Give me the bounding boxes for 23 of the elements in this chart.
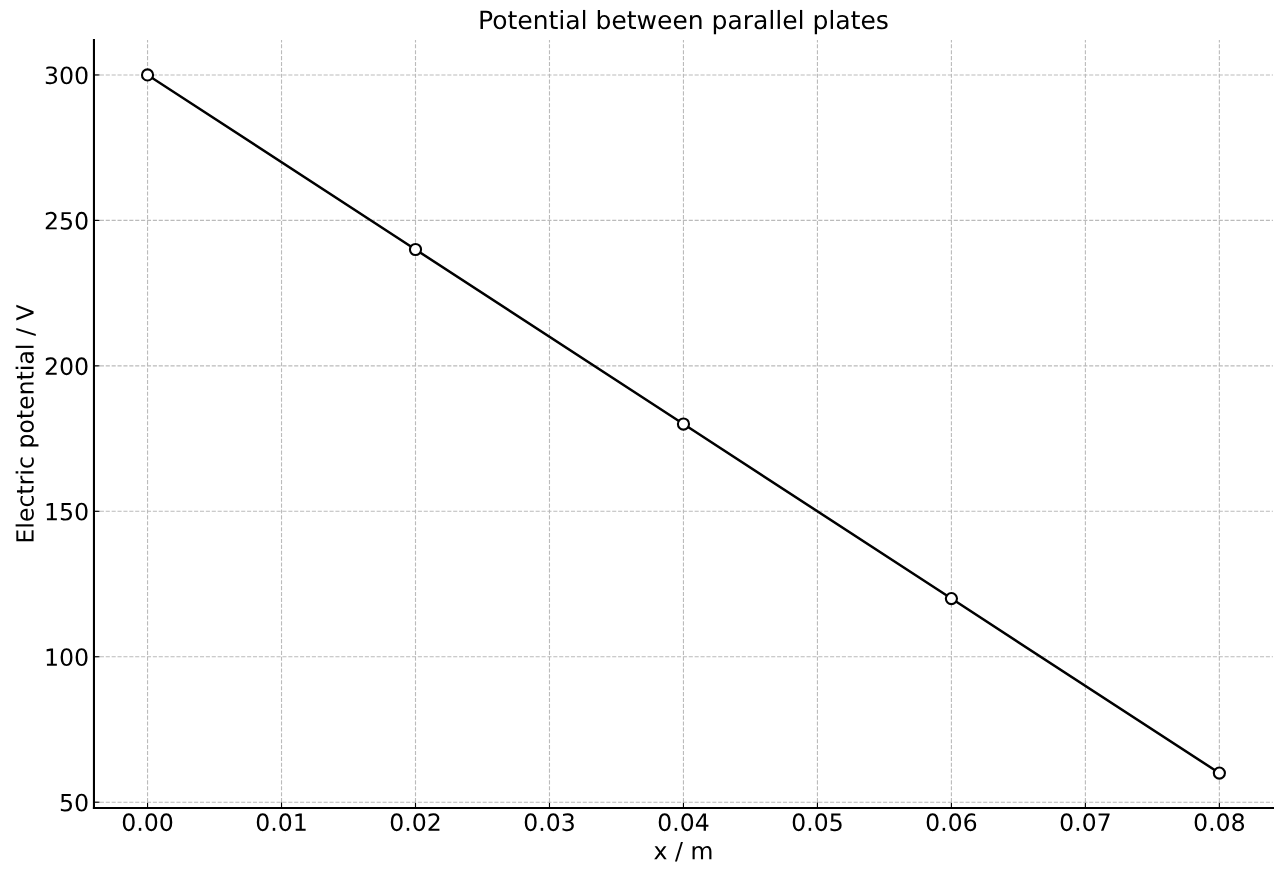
y-tick-label: 250 — [45, 211, 88, 230]
x-tick-label: 0.01 — [256, 813, 306, 832]
x-tick-label: 0.03 — [524, 813, 574, 832]
y-tick-label: 200 — [45, 357, 88, 376]
x-tick-label: 0.02 — [390, 813, 440, 832]
y-tick-label: 100 — [46, 648, 88, 667]
point — [676, 417, 691, 431]
y-axis-title: Electric potential / V — [15, 304, 39, 542]
chart-title: Potential between parallel plates — [480, 9, 888, 35]
y-tick-label: 50 — [60, 793, 88, 812]
y-tick-label: 150 — [46, 502, 88, 521]
x-tick-label: 0.08 — [1194, 813, 1245, 832]
point — [1212, 766, 1226, 780]
y-tick-label: 300 — [45, 66, 88, 85]
x-axis-title: x / m — [654, 842, 712, 862]
x-tick-label: 0.06 — [926, 813, 977, 832]
x-tick-label: 0.04 — [658, 813, 709, 832]
point — [944, 591, 959, 606]
x-tick-label: 0.00 — [122, 813, 173, 832]
x-tick-label: 0.07 — [1060, 813, 1110, 832]
x-tick-label: 0.05 — [792, 813, 842, 832]
point — [140, 68, 155, 82]
point — [408, 242, 423, 257]
